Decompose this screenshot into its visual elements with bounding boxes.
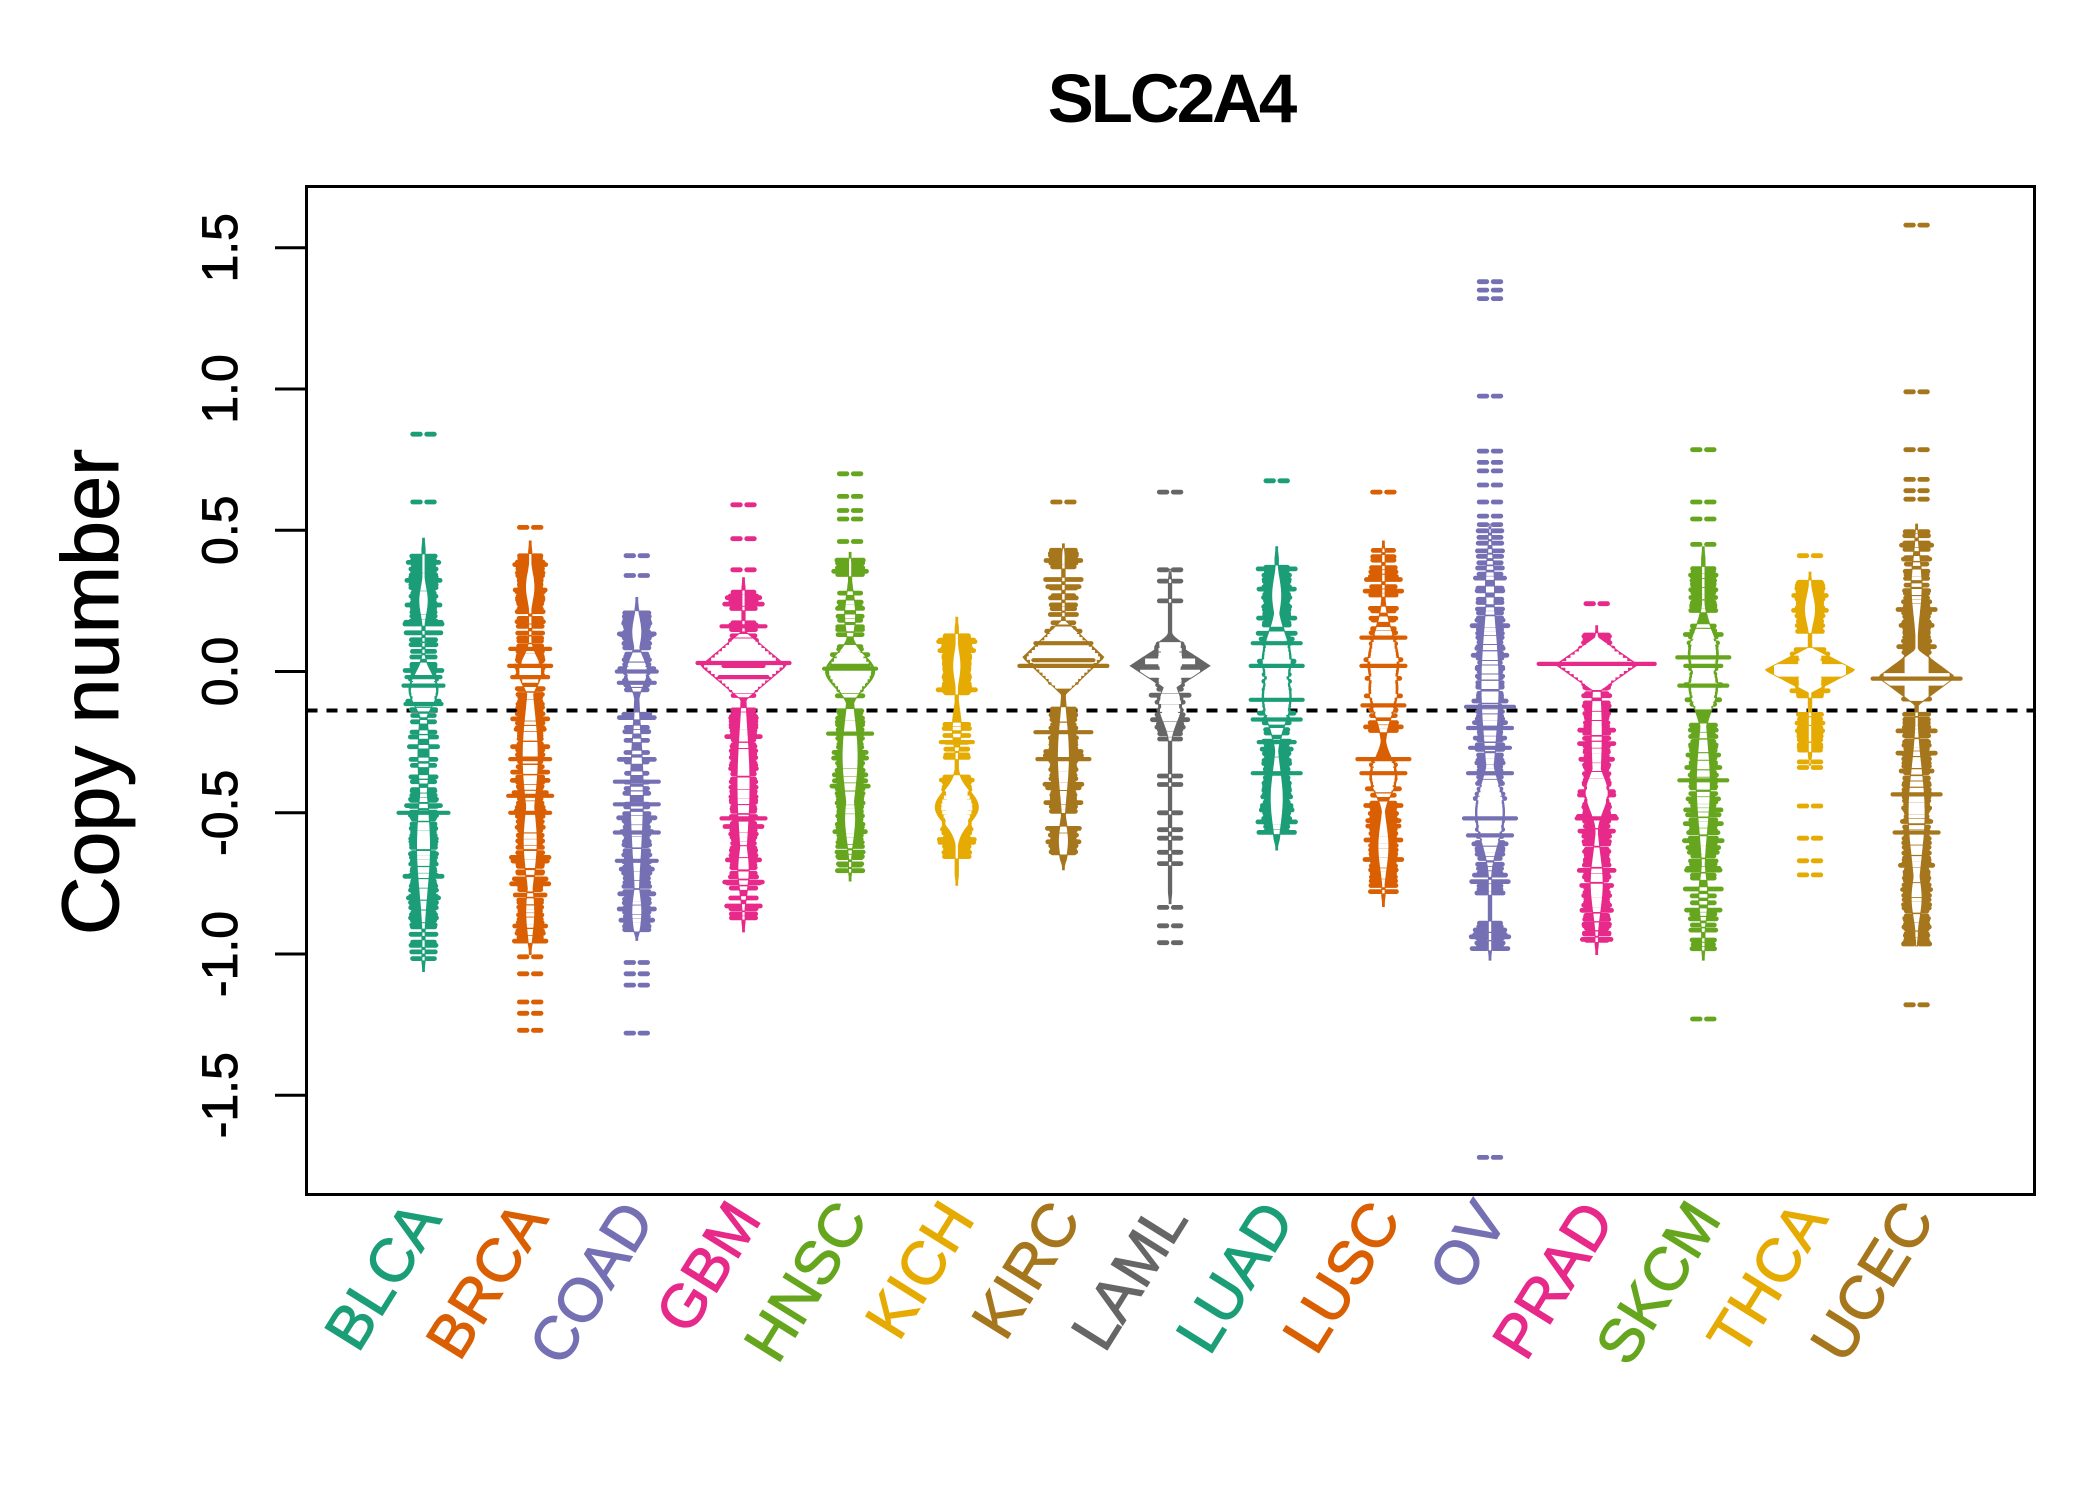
svg-text:0.5: 0.5: [192, 495, 248, 565]
svg-text:SLC2A4: SLC2A4: [1048, 60, 1297, 137]
svg-text:1.5: 1.5: [192, 213, 248, 283]
svg-text:-1.5: -1.5: [192, 1052, 248, 1138]
svg-text:0.0: 0.0: [192, 637, 248, 707]
svg-text:Copy number: Copy number: [46, 449, 136, 935]
svg-text:-0.5: -0.5: [192, 770, 248, 856]
svg-text:-1.0: -1.0: [192, 911, 248, 997]
svg-text:1.0: 1.0: [192, 354, 248, 424]
